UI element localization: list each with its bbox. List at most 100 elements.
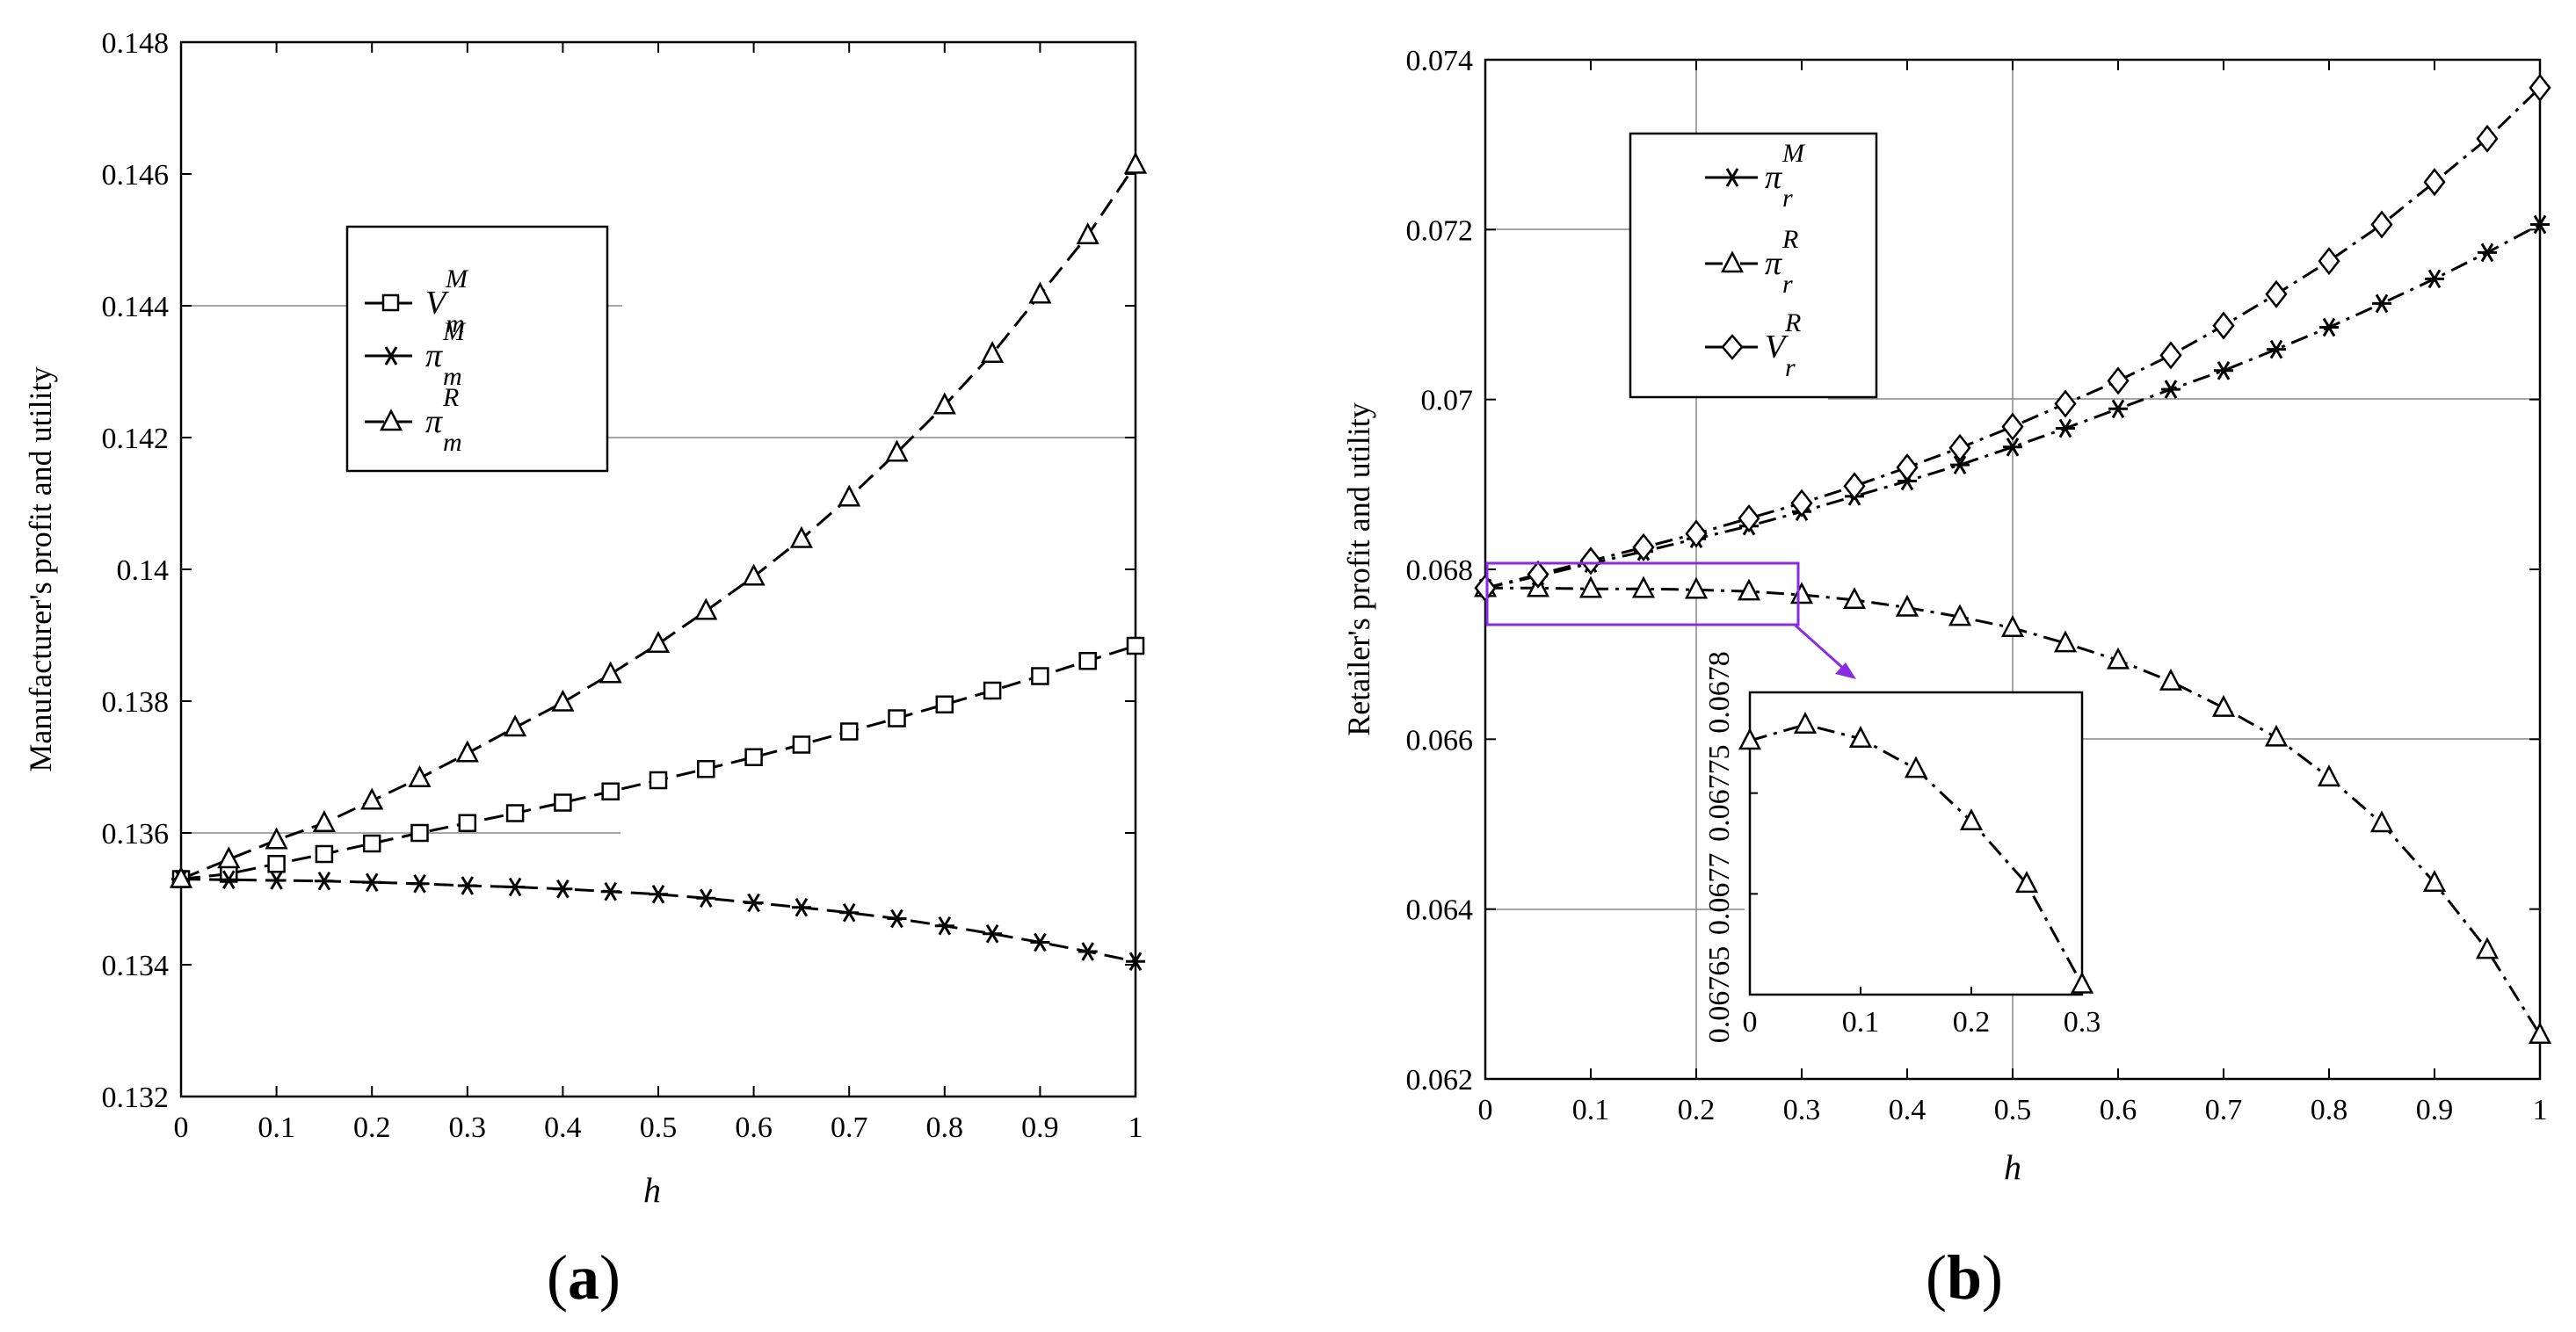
data-point-triangle: [1684, 576, 1709, 599]
y-tick-label: 0.148: [102, 27, 170, 60]
data-point-star: [791, 897, 811, 917]
legend-label-sub: m: [443, 362, 462, 391]
data-point-star: [744, 893, 764, 913]
data-point-star: [2319, 317, 2339, 337]
data-point-star: [2372, 293, 2391, 314]
x-tick-label: 0.4: [1889, 1094, 1927, 1126]
data-point-diamond: [1896, 452, 1919, 482]
inset-x-tick-label: 0.2: [1953, 1006, 1991, 1039]
y-tick-label: 0.14: [117, 554, 170, 587]
data-point-star: [934, 916, 954, 936]
series-line-1: [1484, 223, 2541, 590]
data-point-triangle: [360, 787, 384, 810]
data-point-square: [839, 722, 859, 741]
inset-data-point-triangle: [1738, 728, 1762, 750]
panel-b-caption: (b): [1926, 1242, 2003, 1313]
data-point-star: [983, 923, 1003, 944]
data-point-diamond: [2212, 311, 2235, 340]
inset-y-tick-label: 0.06765: [1703, 946, 1736, 1044]
x-tick-label: 0.2: [353, 1111, 391, 1144]
data-point-star: [600, 881, 620, 901]
x-tick-label: 0.9: [2416, 1094, 2454, 1126]
data-point-star: [1078, 942, 1098, 961]
inset-x-tick-label: 0.3: [2064, 1006, 2101, 1039]
data-point-triangle: [1631, 576, 1656, 598]
data-point-triangle: [217, 846, 241, 869]
legend-label-base: V: [1765, 329, 1789, 366]
data-point-triangle: [551, 689, 575, 712]
data-point-star: [2108, 399, 2128, 419]
y-tick-label: 0.062: [1406, 1064, 1474, 1097]
series-line-1: [180, 644, 1136, 880]
data-point-square: [649, 771, 668, 790]
data-point-square: [458, 814, 477, 832]
inset-data-point-triangle: [2070, 971, 2094, 994]
x-tick-label: 0.4: [544, 1111, 582, 1144]
data-point-star: [649, 884, 668, 904]
data-point-diamond: [1632, 532, 1655, 561]
legend-label-sup: R: [1781, 225, 1798, 254]
data-point-star: [2267, 339, 2286, 359]
data-point-diamond: [2265, 279, 2288, 308]
data-point-square: [697, 760, 715, 778]
inset-y-tick-label: 0.0678: [1703, 651, 1736, 734]
data-point-square: [554, 793, 572, 812]
x-tick-label: 0.5: [1994, 1094, 2032, 1126]
x-tick-label: 0.1: [258, 1111, 295, 1144]
x-tick-label: 0: [1478, 1094, 1493, 1126]
data-point-triangle: [2159, 668, 2183, 691]
x-tick-label: 0.1: [1572, 1094, 1610, 1126]
panel-a-legend-entry-1: V M m: [365, 264, 469, 338]
legend-diamond-marker: [1721, 334, 1744, 360]
y-tick-label: 0.146: [102, 159, 170, 192]
data-point-triangle: [1737, 578, 1761, 601]
y-tick-label: 0.07: [1421, 385, 1474, 417]
data-point-diamond: [2054, 389, 2077, 418]
data-point-diamond: [1843, 472, 1866, 501]
data-point-diamond: [1948, 433, 1971, 462]
data-point-diamond: [1685, 519, 1708, 548]
data-point-square: [792, 735, 811, 754]
x-tick-label: 0.7: [2205, 1094, 2243, 1126]
data-point-star: [2161, 380, 2181, 399]
y-tick-label: 0.132: [102, 1082, 170, 1114]
series-line-2: [180, 878, 1136, 963]
data-point-star: [362, 872, 382, 893]
legend-label-sub: m: [443, 428, 462, 457]
data-point-square: [315, 844, 334, 864]
legend-label-sub: r: [1782, 184, 1793, 213]
data-point-triangle: [408, 765, 432, 787]
data-point-star: [266, 871, 287, 890]
data-point-star: [553, 879, 573, 899]
data-point-star: [457, 876, 477, 895]
data-point-diamond: [2423, 168, 2446, 197]
panel-b-series-markers: [1473, 73, 2552, 1044]
x-tick-label: 0.2: [1678, 1094, 1716, 1126]
panel-a-legend-entry-2: π M m: [365, 317, 467, 391]
x-tick-label: 0.6: [2100, 1094, 2137, 1126]
data-point-star: [696, 888, 716, 909]
data-point-square: [1078, 652, 1097, 670]
panel-b-legend: π M r π R r V R r: [1629, 132, 1878, 399]
legend-label-sup: M: [1781, 139, 1806, 168]
y-tick-label: 0.134: [102, 950, 170, 982]
data-point-triangle: [312, 810, 336, 832]
inset-data-point-triangle: [1848, 726, 1873, 748]
data-point-triangle: [1895, 594, 1919, 617]
legend-square-marker: [381, 293, 400, 312]
panel-a-ticks: 0 0.1 0.2 0.3 0.4 0.5 0.6 0.7 0.8 0.9 1 0.132 0.134 0…: [102, 27, 1143, 1144]
data-point-triangle: [789, 525, 813, 548]
zoom-arrow-shaft: [1794, 624, 1847, 672]
data-point-triangle: [885, 439, 909, 462]
data-point-triangle: [2264, 724, 2289, 747]
data-point-square: [410, 823, 429, 843]
data-point-diamond: [1527, 560, 1549, 589]
legend-label-base: V: [425, 285, 449, 322]
panel-a-legend: V M m π M m π R m: [345, 225, 609, 473]
data-point-triangle: [2475, 937, 2500, 959]
legend-label-sub: r: [1782, 270, 1793, 299]
x-tick-label: 0.8: [2311, 1094, 2348, 1126]
y-tick-label: 0.072: [1406, 214, 1474, 247]
x-tick-label: 0.3: [449, 1111, 487, 1144]
data-point-diamond: [1790, 489, 1813, 518]
